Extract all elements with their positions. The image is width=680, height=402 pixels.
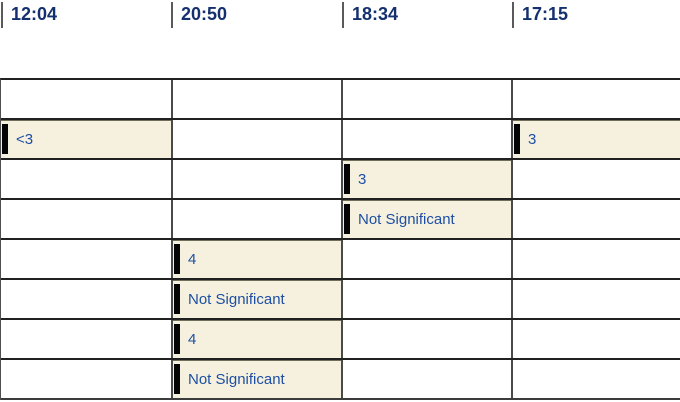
table-cell	[513, 240, 680, 278]
time-header-item: 17:15	[512, 2, 568, 28]
table-cell	[343, 320, 513, 358]
time-tick-icon	[171, 2, 173, 28]
value-cell[interactable]: Not Significant	[343, 200, 513, 238]
table-row: Not Significant	[1, 200, 680, 240]
table-cell	[343, 280, 513, 318]
table-cell	[1, 320, 173, 358]
table-row	[1, 80, 680, 120]
table-cell	[513, 320, 680, 358]
time-tick-icon	[342, 2, 344, 28]
marker-bar-icon	[174, 364, 180, 394]
table-cell	[513, 360, 680, 398]
value-cell[interactable]: <3	[1, 120, 173, 158]
table-cell	[513, 80, 680, 118]
value-cell[interactable]: 3	[343, 160, 513, 198]
table-cell	[1, 80, 173, 118]
table-cell	[173, 200, 343, 238]
data-grid: <3 3 3 Not Significant 4 Not Significant 4 Not …	[0, 78, 680, 400]
value-cell[interactable]: 4	[173, 240, 343, 278]
time-header-item: 18:34	[342, 2, 398, 28]
table-row: Not Significant	[1, 360, 680, 400]
marker-bar-icon	[2, 124, 8, 154]
value-cell[interactable]: 3	[513, 120, 680, 158]
table-cell	[173, 160, 343, 198]
marker-bar-icon	[344, 164, 350, 194]
marker-bar-icon	[344, 204, 350, 234]
marker-bar-icon	[174, 324, 180, 354]
table-row: 4	[1, 320, 680, 360]
table-cell	[1, 160, 173, 198]
marker-bar-icon	[514, 124, 520, 154]
time-label: 17:15	[522, 4, 569, 24]
time-header-item: 20:50	[171, 2, 227, 28]
table-cell	[343, 240, 513, 278]
time-header-item: 12:04	[1, 2, 57, 28]
cell-value: <3	[16, 130, 34, 148]
time-label: 18:34	[352, 4, 399, 24]
value-cell[interactable]: 4	[173, 320, 343, 358]
time-label: 20:50	[181, 4, 228, 24]
cell-value: Not Significant	[188, 290, 285, 308]
table-row: Not Significant	[1, 280, 680, 320]
table-cell	[1, 200, 173, 238]
marker-bar-icon	[174, 284, 180, 314]
cell-value: Not Significant	[188, 370, 285, 388]
table-cell	[513, 280, 680, 318]
table-cell	[343, 80, 513, 118]
cell-value: 4	[188, 330, 197, 348]
cell-value: Not Significant	[358, 210, 455, 228]
value-cell[interactable]: Not Significant	[173, 360, 343, 398]
table-cell	[173, 80, 343, 118]
table-cell	[1, 240, 173, 278]
cell-value: 3	[358, 170, 367, 188]
table-cell	[513, 160, 680, 198]
table-cell	[513, 200, 680, 238]
table-row: 3	[1, 160, 680, 200]
value-cell[interactable]: Not Significant	[173, 280, 343, 318]
time-tick-icon	[512, 2, 514, 28]
table-cell	[343, 360, 513, 398]
table-cell	[1, 360, 173, 398]
time-label: 12:04	[11, 4, 58, 24]
table-cell	[1, 280, 173, 318]
table-cell	[173, 120, 343, 158]
cell-value: 4	[188, 250, 197, 268]
table-cell	[343, 120, 513, 158]
cell-value: 3	[528, 130, 537, 148]
table-row: <3 3	[1, 120, 680, 160]
time-tick-icon	[1, 2, 3, 28]
marker-bar-icon	[174, 244, 180, 274]
table-row: 4	[1, 240, 680, 280]
